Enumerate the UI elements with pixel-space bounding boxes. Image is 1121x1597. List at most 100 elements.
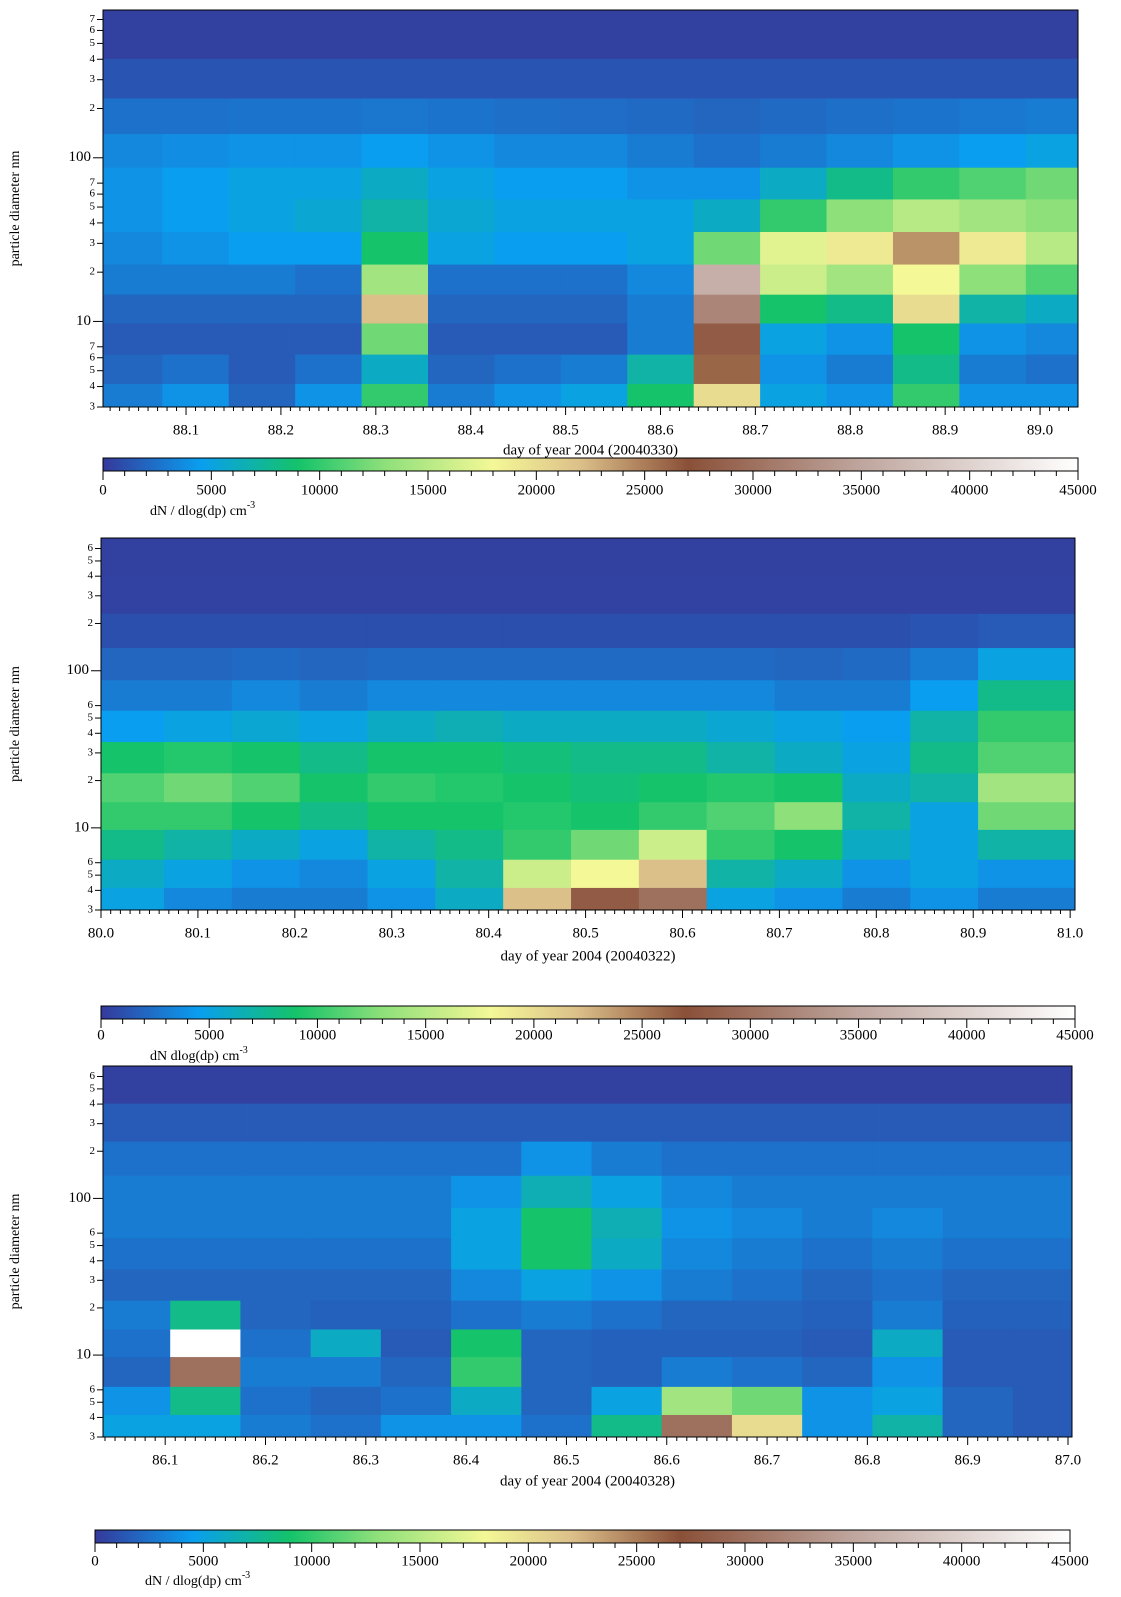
cell — [892, 10, 960, 59]
colorbar-tick-label: 35000 — [840, 1027, 878, 1043]
y-tick-label: 5 — [88, 712, 94, 724]
cell — [295, 97, 363, 135]
cell — [435, 647, 504, 681]
y-tick-label: 4 — [90, 380, 96, 392]
plot-frame — [102, 9, 1079, 408]
cell — [428, 263, 496, 295]
cell — [591, 1141, 663, 1176]
cell — [1025, 383, 1078, 407]
y-tick-label: 3 — [90, 1117, 96, 1129]
heatmap — [103, 1066, 1072, 1437]
cell — [842, 613, 911, 649]
cell — [1025, 58, 1078, 99]
cell — [826, 383, 894, 407]
cell — [103, 1175, 171, 1208]
cell — [451, 1328, 522, 1358]
y-tick-label: 100 — [69, 149, 92, 165]
cell — [228, 231, 296, 265]
cell — [872, 1328, 944, 1358]
x-tick-label: 80.7 — [766, 925, 793, 941]
cell — [310, 1386, 382, 1415]
y-tick-label: 2 — [90, 1301, 96, 1313]
cell — [231, 575, 301, 614]
colorbar-tick-label: 45000 — [1059, 482, 1097, 498]
y-tick-label: 3 — [90, 1431, 96, 1443]
cell — [428, 10, 496, 59]
cell — [299, 741, 369, 774]
x-tick-label: 87.0 — [1055, 1452, 1081, 1468]
cell — [428, 97, 496, 135]
cell — [760, 198, 828, 232]
cell — [435, 741, 504, 774]
cell — [101, 887, 165, 910]
cell — [428, 58, 496, 99]
colorbar-label-sup: -3 — [239, 1045, 247, 1056]
cell — [826, 231, 894, 265]
cell — [228, 383, 296, 407]
cell — [240, 1103, 312, 1142]
y-tick-label: 5 — [90, 201, 96, 213]
cell — [760, 263, 828, 295]
cell — [503, 859, 572, 888]
colorbar-tick-label: 15000 — [409, 482, 447, 498]
cell — [571, 772, 640, 803]
cell — [693, 198, 761, 232]
cell — [310, 1268, 382, 1301]
cell — [910, 679, 979, 711]
cell — [503, 772, 572, 803]
cell — [892, 263, 960, 295]
cell — [627, 198, 695, 232]
cell — [638, 710, 708, 743]
cell — [802, 1066, 873, 1104]
x-tick-label: 80.8 — [863, 925, 889, 941]
cell — [451, 1268, 522, 1301]
cell — [842, 829, 911, 860]
cell — [693, 263, 761, 295]
cell — [231, 613, 301, 649]
cell — [802, 1386, 873, 1415]
x-axis-label: day of year 2004 (20040330) — [503, 442, 678, 458]
cell — [310, 1103, 382, 1142]
cell — [103, 1300, 171, 1330]
x-axis-label: day of year 2004 (20040328) — [500, 1473, 675, 1489]
cell — [627, 263, 695, 295]
cell — [1012, 1328, 1072, 1358]
cell — [299, 575, 369, 614]
cell — [428, 294, 496, 324]
cell — [163, 710, 233, 743]
cell — [162, 294, 230, 324]
cell — [231, 829, 301, 860]
cell — [842, 772, 911, 803]
cell — [731, 1141, 803, 1176]
cell — [380, 1328, 452, 1358]
cell — [228, 322, 296, 355]
cell — [367, 575, 436, 614]
cell — [494, 10, 562, 59]
cell — [451, 1207, 522, 1239]
cell — [760, 294, 828, 324]
y-tick-label: 7 — [90, 340, 96, 352]
colorbar-tick-label: 30000 — [734, 482, 772, 498]
cell — [1025, 231, 1078, 265]
y-tick-label: 4 — [90, 216, 96, 228]
cell — [1012, 1141, 1072, 1176]
cell — [295, 10, 363, 59]
cell — [451, 1300, 522, 1330]
x-tick-label: 80.1 — [185, 925, 211, 941]
cell — [295, 353, 363, 384]
cell — [731, 1300, 803, 1330]
cell — [627, 133, 695, 168]
cell — [299, 538, 369, 576]
cell — [503, 613, 572, 649]
cell — [571, 801, 640, 830]
cell — [731, 1356, 803, 1387]
cell — [494, 58, 562, 99]
cell — [428, 198, 496, 232]
cell — [802, 1207, 873, 1239]
cell — [910, 801, 979, 830]
colorbar-tick-label: 10000 — [301, 482, 339, 498]
cell — [978, 613, 1075, 649]
cell — [872, 1141, 944, 1176]
cell — [240, 1300, 312, 1330]
cell — [1012, 1175, 1072, 1208]
